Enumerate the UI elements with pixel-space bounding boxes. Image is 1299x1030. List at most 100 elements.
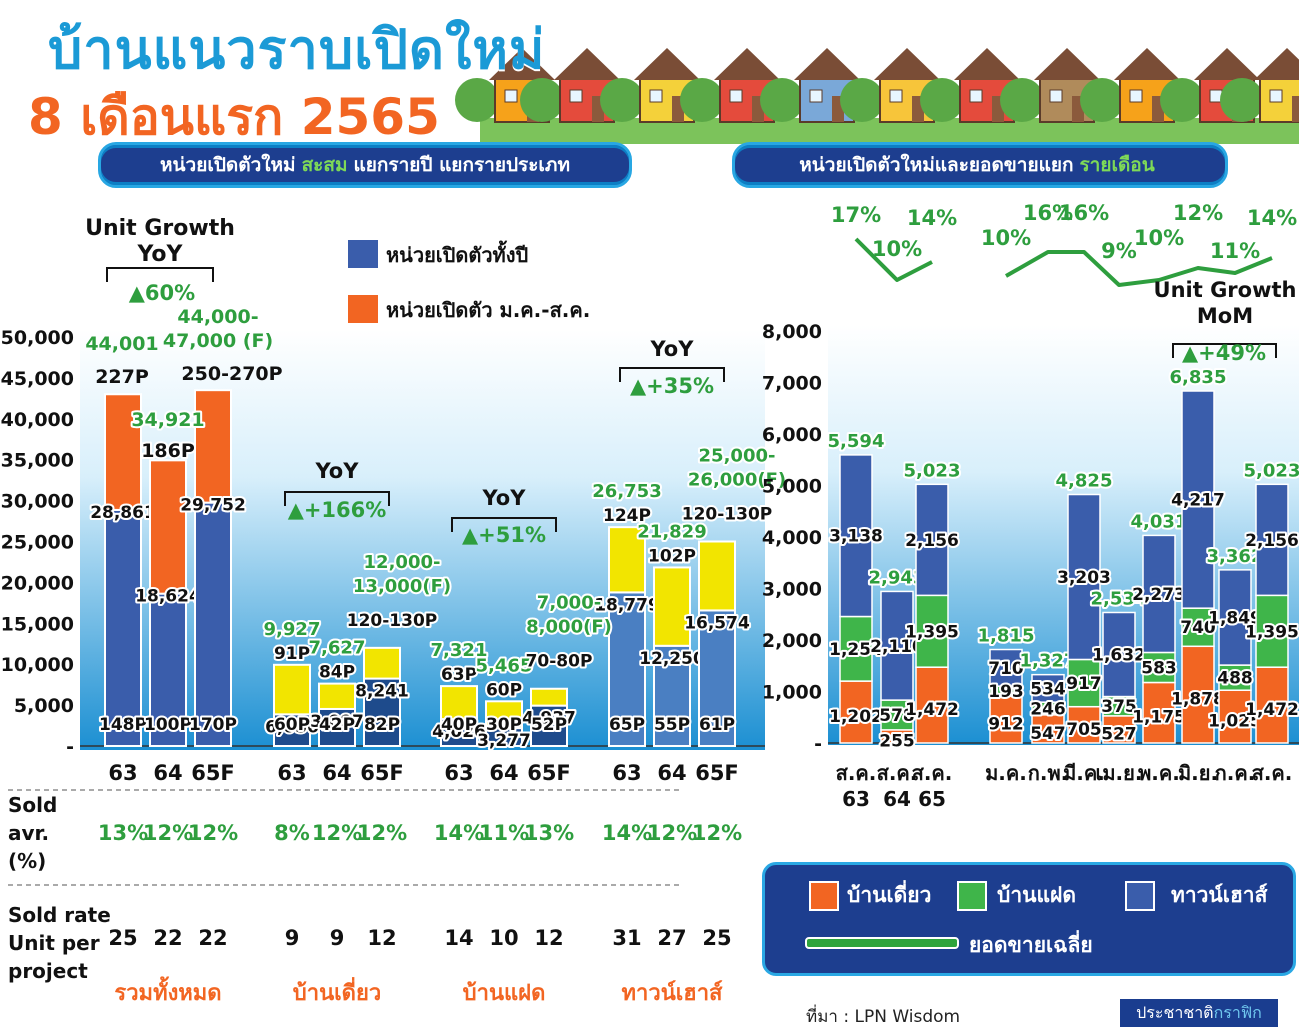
brand-b: กราฟิก	[1213, 1002, 1262, 1022]
roof-icon	[489, 48, 555, 80]
roof-icon	[1034, 48, 1100, 80]
twin-value: 1,254	[829, 640, 883, 660]
bar-detached	[915, 666, 949, 744]
bar-top	[363, 646, 401, 680]
bar-top	[104, 393, 142, 511]
bar-townhouse	[989, 648, 1023, 687]
projects-label: 250-270P	[181, 363, 282, 385]
bar-detached	[1218, 689, 1252, 744]
bar-bottom-value: 29,752	[180, 496, 246, 516]
sold-pct-label: 10%	[981, 226, 1031, 250]
bar-detached	[989, 695, 1023, 744]
bar-base-projects: 30P	[486, 715, 522, 735]
total-value: 21,829	[637, 521, 706, 542]
growth-title: YoY	[315, 459, 360, 483]
bar-bottom	[653, 644, 691, 747]
bar-base-projects: 42P	[319, 715, 355, 735]
bar-townhouse	[839, 454, 873, 618]
banner-left-highlight: สะสม	[301, 154, 348, 176]
growth-title: Unit Growth YoY	[85, 216, 235, 267]
total-value: 7,627	[309, 638, 366, 659]
y-tick-label: 4,000	[762, 527, 822, 549]
detached-value: 1,472	[905, 700, 959, 720]
twin-value: 583	[1141, 658, 1177, 678]
bar-top	[440, 685, 478, 721]
townhouse-value: 2,273	[1132, 585, 1186, 605]
month-total-value: 4,031	[1131, 511, 1188, 532]
townhouse-value: 1,849	[1208, 608, 1262, 628]
avg-sales-line-yoy	[854, 237, 933, 282]
growth-value: ▲60%	[129, 281, 195, 305]
sold-rate-value: 27	[657, 926, 686, 950]
bar-bottom-value: 4,937	[522, 709, 576, 729]
bar-townhouse	[915, 483, 949, 597]
projects-label: 124P	[603, 506, 651, 526]
sold-rate-value: 25	[702, 926, 731, 950]
month-label: ส.ค. 64	[877, 761, 918, 811]
bar-detached	[1067, 705, 1101, 744]
townhouse-value: 3,138	[829, 527, 883, 547]
total-value: 44,000-47,000 (F)	[163, 306, 273, 352]
roof-icon	[1114, 48, 1180, 80]
total-value: 25,000-26,000(F)	[688, 446, 786, 491]
total-value: 7,321	[431, 640, 488, 661]
projects-label: 63P	[441, 665, 477, 685]
detached-value: 1,025	[1208, 712, 1262, 732]
sold-avg-value: 13%	[98, 821, 148, 845]
window-icon	[729, 89, 743, 103]
window-icon	[649, 89, 663, 103]
bar-bottom-value: 28,861	[90, 503, 156, 523]
brand-a: ประชาชาติ	[1136, 1002, 1214, 1022]
bar-twin	[1067, 658, 1101, 708]
sold-avg-value: 11%	[479, 821, 529, 845]
sold-rate-value: 12	[367, 926, 396, 950]
sold-pct-label: 14%	[1247, 206, 1297, 230]
source-note: ที่มา : LPN Wisdom	[806, 1007, 961, 1027]
y-tick-label: 5,000	[762, 476, 822, 498]
y-tick-label: 1,000	[762, 682, 822, 704]
tree-icon	[1160, 78, 1204, 122]
sold-avg-value: 12%	[188, 821, 238, 845]
bar-base-projects: 65P	[609, 715, 645, 735]
twin-value: 488	[1217, 669, 1253, 689]
sold-avg-value: 8%	[274, 821, 310, 845]
detached-value: 547	[1030, 724, 1066, 744]
townhouse-value: 3,203	[1057, 568, 1111, 588]
month-label: ม.ค.	[985, 761, 1027, 785]
y-tick-label: 3,000	[762, 579, 822, 601]
y-tick-label: 30,000	[1, 491, 74, 513]
banner-right: หน่วยเปิดตัวใหม่และยอดขายแยก รายเดือน	[732, 142, 1228, 188]
roof-icon	[954, 48, 1020, 80]
y-tick-label: 35,000	[1, 450, 74, 472]
tree-icon	[1080, 78, 1124, 122]
banner-right-highlight: รายเดือน	[1079, 154, 1155, 176]
tree-icon	[455, 78, 499, 122]
banner-right-pre: หน่วยเปิดตัวใหม่และยอดขายแยก	[799, 154, 1074, 176]
growth-bracket	[284, 491, 390, 506]
window-icon	[969, 89, 983, 103]
growth-title: YoY	[482, 486, 527, 510]
legend-townhouse-swatch	[1125, 881, 1155, 911]
bar-bottom-value: 18,779	[594, 595, 660, 615]
growth-bracket	[619, 367, 725, 382]
banner-left: หน่วยเปิดตัวใหม่ สะสม แยกรายปี แยกรายประ…	[98, 142, 632, 188]
roof-icon	[794, 48, 860, 80]
growth-title: YoY	[650, 337, 695, 361]
sold-rate-value: 22	[198, 926, 227, 950]
sold-pct-label: 12%	[1173, 201, 1223, 225]
window-icon	[1049, 89, 1063, 103]
tree-icon	[680, 78, 724, 122]
bar-top	[530, 687, 568, 707]
sold-avg-value: 12%	[647, 821, 697, 845]
sold-avg-value: 12%	[692, 821, 742, 845]
month-label: มี.ค.	[1063, 761, 1105, 785]
bar-detached	[1142, 681, 1176, 744]
bar-townhouse	[1218, 569, 1252, 666]
legend-jan-aug-label: หน่วยเปิดตัว ม.ค.-ส.ค.	[386, 298, 590, 322]
sold-rate-value: 31	[612, 926, 641, 950]
x-tick-label: 63	[108, 761, 137, 785]
bar-townhouse	[1031, 673, 1065, 703]
window-icon	[1269, 89, 1283, 103]
month-label: ก.ค.	[1215, 761, 1256, 785]
bar-top	[194, 389, 232, 504]
